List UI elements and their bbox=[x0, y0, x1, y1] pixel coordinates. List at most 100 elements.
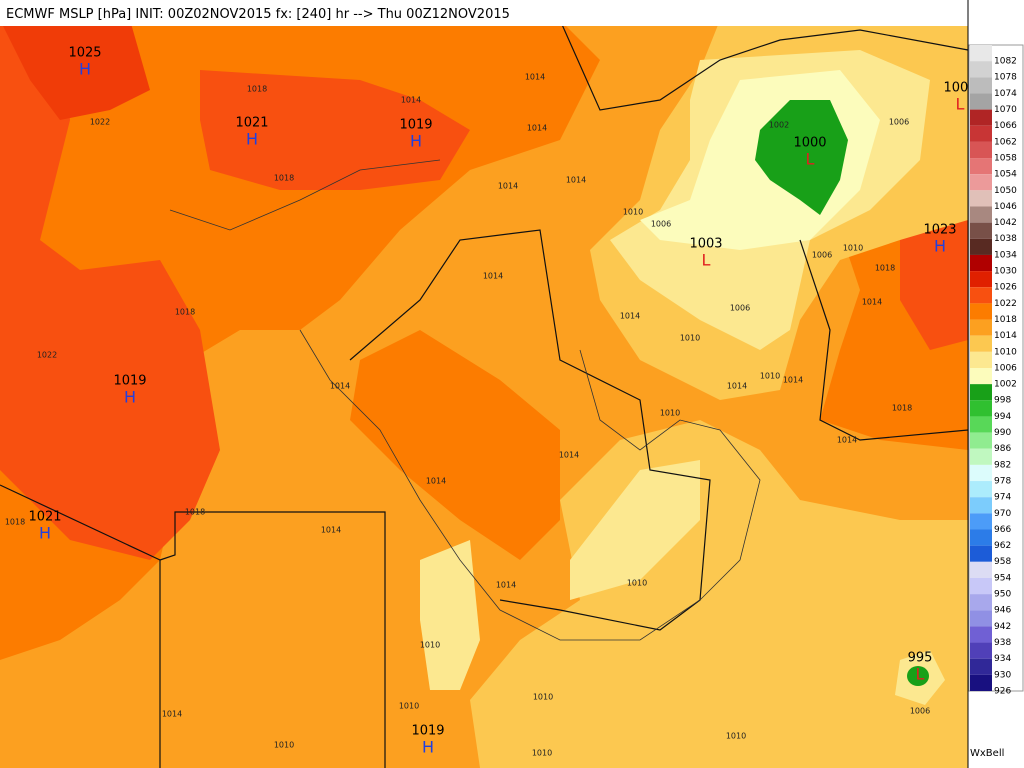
colorbar-swatch bbox=[970, 642, 992, 659]
coast bbox=[299, 329, 761, 641]
colorbar-label: 930 bbox=[994, 670, 1011, 680]
contour-label: 1018 bbox=[875, 264, 895, 273]
low-band bbox=[420, 540, 480, 690]
contour-label: 1010 bbox=[680, 334, 700, 343]
colorbar-label: 998 bbox=[994, 396, 1011, 406]
colorbar-label: 990 bbox=[994, 428, 1011, 438]
contour-label: 1014 bbox=[496, 581, 516, 590]
colorbar-swatch bbox=[970, 416, 992, 433]
center-value: 1023 bbox=[923, 223, 956, 238]
colorbar-swatch bbox=[970, 77, 992, 94]
colorbar-label: 1042 bbox=[994, 218, 1017, 228]
colorbar-swatch bbox=[970, 125, 992, 142]
contour-label: 1018 bbox=[274, 174, 294, 183]
contour-label: 1010 bbox=[533, 693, 553, 702]
center-value: 1021 bbox=[235, 116, 268, 131]
colorbar-label: 1014 bbox=[994, 331, 1017, 341]
colorbar-label: 1018 bbox=[994, 315, 1017, 325]
colorbar-label: 1050 bbox=[994, 186, 1017, 196]
low-band bbox=[570, 460, 700, 600]
contour-label: 1010 bbox=[274, 741, 294, 750]
colorbar-swatch bbox=[970, 529, 992, 546]
colorbar-swatch bbox=[970, 93, 992, 110]
center-letter: H bbox=[79, 60, 91, 79]
center-value: 1019 bbox=[411, 724, 444, 739]
border bbox=[159, 511, 386, 768]
contour-label: 1010 bbox=[532, 749, 552, 758]
colorbar-label: 978 bbox=[994, 476, 1011, 486]
contour-label: 1014 bbox=[559, 451, 579, 460]
contour-label: 1010 bbox=[843, 244, 863, 253]
colorbar-label: 962 bbox=[994, 541, 1011, 551]
contour-label: 1014 bbox=[727, 382, 747, 391]
colorbar-label: 954 bbox=[994, 573, 1011, 583]
colorbar-swatch bbox=[970, 513, 992, 530]
colorbar-swatch bbox=[970, 448, 992, 465]
labels: 1025H1021H1019H1005L1000L1003L1023H1019H… bbox=[5, 46, 977, 758]
center-letter: H bbox=[39, 524, 51, 543]
contour-label: 1014 bbox=[483, 272, 503, 281]
title-bar bbox=[0, 0, 968, 26]
contour-label: 1014 bbox=[525, 73, 545, 82]
contour-label: 1014 bbox=[837, 436, 857, 445]
colorbar-label: 942 bbox=[994, 622, 1011, 632]
center-value: 1021 bbox=[28, 510, 61, 525]
colorbar-label: 1026 bbox=[994, 283, 1017, 293]
contour-label: 1018 bbox=[5, 518, 25, 527]
center-letter: H bbox=[246, 130, 258, 149]
colorbar-label: 986 bbox=[994, 444, 1011, 454]
colorbar-swatch bbox=[970, 271, 992, 288]
contour-label: 1006 bbox=[812, 251, 832, 260]
colorbar-swatch bbox=[970, 610, 992, 627]
center-letter: L bbox=[916, 665, 925, 684]
colorbar-swatch bbox=[970, 303, 992, 320]
colorbar-swatch bbox=[970, 594, 992, 611]
colorbar-label: 950 bbox=[994, 590, 1011, 600]
center-letter: H bbox=[422, 738, 434, 757]
colorbar-label: 1062 bbox=[994, 137, 1017, 147]
center-value: 1005 bbox=[943, 81, 976, 96]
colorbar-swatch bbox=[970, 351, 992, 368]
colorbar-label: 1034 bbox=[994, 250, 1017, 260]
contour-label: 1014 bbox=[162, 710, 182, 719]
colorbar-swatch bbox=[970, 287, 992, 304]
red-band bbox=[0, 20, 220, 560]
colorbar-swatch bbox=[970, 335, 992, 352]
colorbar-swatch bbox=[970, 141, 992, 159]
colorbar-swatch bbox=[970, 174, 992, 191]
low-core bbox=[907, 666, 929, 686]
red-band bbox=[200, 70, 470, 190]
colorbar-label: 926 bbox=[994, 686, 1011, 696]
contour-label: 1006 bbox=[730, 304, 750, 313]
colorbar-label: 1070 bbox=[994, 105, 1017, 115]
colorbar-swatch bbox=[970, 674, 992, 691]
colorbar-swatch bbox=[970, 561, 992, 578]
colorbar-label: 1002 bbox=[994, 380, 1017, 390]
contour-label: 1010 bbox=[660, 409, 680, 418]
colorbar-label: 994 bbox=[994, 412, 1011, 422]
contour-label: 1014 bbox=[498, 182, 518, 191]
colorbar-label: 938 bbox=[994, 638, 1011, 648]
colorbar-label: 1074 bbox=[994, 89, 1017, 99]
colorbar-label: 1046 bbox=[994, 202, 1017, 212]
contour-label: 1014 bbox=[527, 124, 547, 133]
contour-label: 1014 bbox=[426, 477, 446, 486]
center-value: 1000 bbox=[793, 136, 826, 151]
logo: WxBell bbox=[970, 748, 1004, 759]
center-value: 1003 bbox=[689, 237, 722, 252]
colorbar-label: 1066 bbox=[994, 121, 1017, 131]
contour-label: 1010 bbox=[420, 641, 440, 650]
colorbar-label: 1054 bbox=[994, 170, 1017, 180]
colorbar-label: 970 bbox=[994, 509, 1011, 519]
colorbar-swatch bbox=[970, 497, 992, 514]
colorbar-swatch bbox=[970, 238, 992, 255]
contour-label: 1010 bbox=[399, 702, 419, 711]
colorbar-label: 946 bbox=[994, 606, 1011, 616]
red-band bbox=[900, 220, 968, 350]
colorbar-swatch bbox=[970, 400, 992, 417]
colorbar-label: 1058 bbox=[994, 153, 1017, 163]
colorbar-swatch bbox=[970, 384, 992, 401]
colorbar-label: 974 bbox=[994, 493, 1011, 503]
colorbar-swatch bbox=[970, 61, 992, 78]
colorbar-label: 1078 bbox=[994, 73, 1017, 83]
